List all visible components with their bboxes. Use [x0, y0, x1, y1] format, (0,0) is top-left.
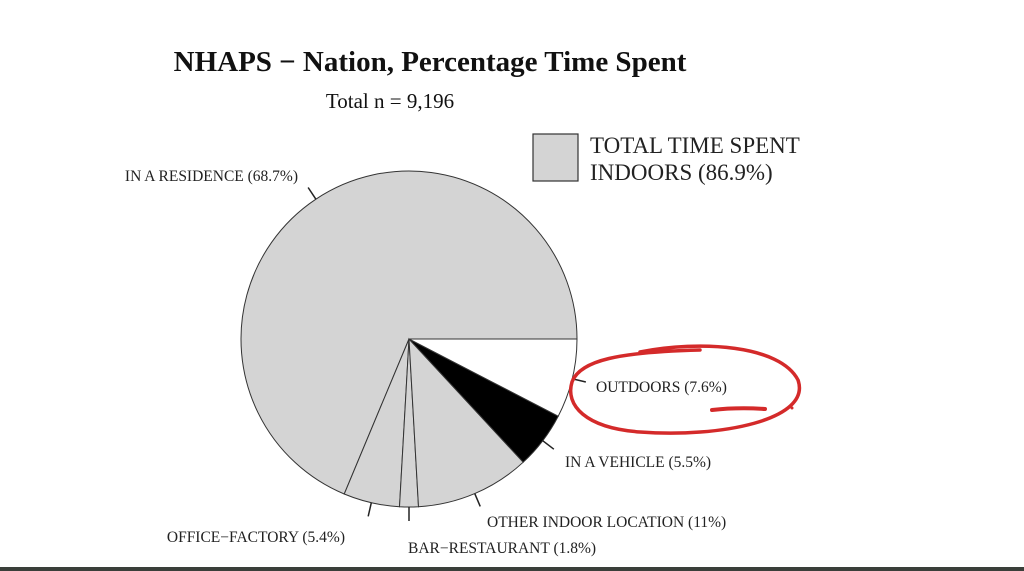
slice-labels: IN A RESIDENCE (68.7%) OFFICE−FACTORY (5.… — [125, 168, 727, 557]
red-annotation — [569, 344, 802, 435]
slice-label-tick — [307, 187, 317, 200]
chart-title: NHAPS − Nation, Percentage Time Spent — [174, 46, 687, 78]
pie-slice — [408, 337, 524, 508]
pie-slices — [240, 170, 578, 508]
slice-label: OFFICE−FACTORY (5.4%) — [167, 529, 345, 546]
slice-label: IN A VEHICLE (5.5%) — [565, 454, 711, 471]
slice-label-tick — [367, 502, 373, 517]
pie-slice — [240, 170, 578, 495]
annotation-circle — [569, 344, 802, 435]
bottom-divider — [0, 567, 1024, 571]
slice-label-tick — [474, 493, 481, 507]
annotation-underline — [710, 406, 767, 412]
legend-label-line1: TOTAL TIME SPENT — [590, 133, 800, 158]
chart-subtitle: Total n = 9,196 — [326, 89, 454, 113]
slice-label: BAR−RESTAURANT (1.8%) — [408, 540, 596, 557]
annotation-dot — [790, 406, 794, 410]
slice-label: OUTDOORS (7.6%) — [596, 379, 727, 396]
slice-label-tick — [542, 440, 555, 450]
legend-label-line2: INDOORS (86.9%) — [590, 160, 773, 185]
slice-label: OTHER INDOOR LOCATION (11%) — [487, 514, 726, 531]
legend-swatch — [532, 133, 579, 182]
slice-label: IN A RESIDENCE (68.7%) — [125, 168, 298, 185]
